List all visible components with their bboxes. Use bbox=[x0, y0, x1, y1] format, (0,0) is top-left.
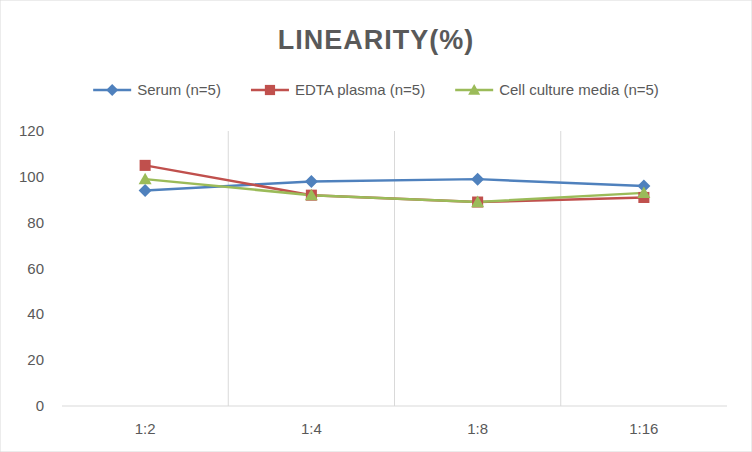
legend-label: Cell culture media (n=5) bbox=[499, 81, 659, 98]
point bbox=[471, 173, 484, 186]
plot-area bbox=[139, 160, 651, 208]
x-axis bbox=[62, 406, 727, 407]
y-tick-label: 0 bbox=[36, 397, 44, 414]
y-tick-label: 80 bbox=[27, 214, 44, 231]
y-tick-label: 40 bbox=[27, 305, 44, 322]
series-line bbox=[145, 179, 644, 202]
y-tick-label: 100 bbox=[19, 168, 44, 185]
grid-line bbox=[228, 131, 229, 406]
legend-label: Serum (n=5) bbox=[137, 81, 221, 98]
x-tick-label: 1:8 bbox=[467, 420, 488, 437]
y-axis bbox=[62, 131, 63, 406]
chart: LINEARITY(%) 0 20 40 60 80 100 120 1:2 1:4 1:8 1:16… bbox=[0, 0, 752, 452]
y-tick-label: 60 bbox=[27, 260, 44, 277]
title: LINEARITY(%) bbox=[278, 25, 475, 55]
point bbox=[471, 196, 484, 208]
y-tick bbox=[59, 222, 62, 223]
y-tick bbox=[59, 268, 62, 269]
y-tick bbox=[59, 360, 62, 361]
x-tick-label: 1:4 bbox=[301, 420, 322, 437]
series-line bbox=[145, 165, 644, 202]
legend-label: EDTA plasma (n=5) bbox=[295, 81, 425, 98]
y-tick-label: 120 bbox=[19, 122, 44, 139]
point bbox=[139, 184, 152, 197]
point bbox=[637, 186, 650, 198]
legend-item: Cell culture media (n=5) bbox=[455, 81, 659, 98]
y-tick bbox=[59, 314, 62, 315]
background bbox=[0, 0, 752, 452]
grid-line bbox=[560, 131, 561, 406]
point bbox=[305, 175, 318, 188]
legend-item: EDTA plasma (n=5) bbox=[251, 81, 425, 98]
grid-line bbox=[394, 131, 395, 406]
series-line bbox=[145, 179, 644, 190]
point bbox=[139, 173, 152, 185]
x-tick-label: 1:16 bbox=[629, 420, 658, 437]
point bbox=[306, 190, 317, 201]
legend-item: Serum (n=5) bbox=[93, 81, 221, 98]
legend-marker bbox=[468, 84, 480, 95]
legend: Serum (n=5) EDTA plasma (n=5) Cell culture… bbox=[93, 81, 659, 98]
x-tick-label: 1:2 bbox=[135, 420, 156, 437]
y-tick bbox=[59, 406, 62, 407]
legend-marker bbox=[265, 85, 275, 95]
point bbox=[305, 189, 318, 201]
legend-marker bbox=[106, 84, 118, 96]
y-tick-label: 20 bbox=[27, 351, 44, 368]
point bbox=[140, 160, 151, 171]
point bbox=[472, 197, 483, 208]
y-tick bbox=[59, 176, 62, 177]
y-tick bbox=[59, 131, 62, 132]
